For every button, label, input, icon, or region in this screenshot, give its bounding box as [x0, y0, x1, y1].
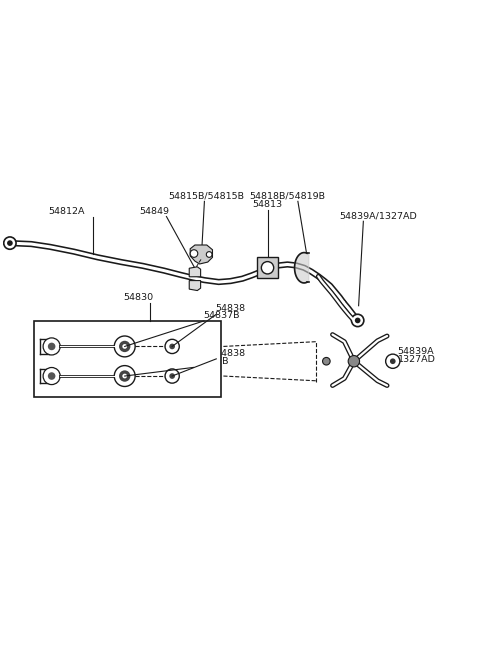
Circle shape — [119, 341, 131, 352]
Circle shape — [261, 261, 274, 274]
Text: 54839A/1327AD: 54839A/1327AD — [340, 212, 418, 220]
Circle shape — [114, 336, 135, 357]
Text: 54839A: 54839A — [397, 348, 434, 357]
Text: 54812A: 54812A — [48, 206, 85, 215]
Text: 54837B: 54837B — [203, 311, 240, 320]
Circle shape — [323, 357, 330, 365]
Circle shape — [7, 240, 13, 246]
Text: 54838: 54838 — [216, 304, 245, 313]
Circle shape — [48, 373, 56, 380]
Text: 1327AD: 1327AD — [397, 355, 435, 363]
Text: 54818B/54819B: 54818B/54819B — [250, 191, 325, 200]
Circle shape — [165, 369, 179, 383]
Circle shape — [169, 373, 175, 379]
Circle shape — [355, 317, 360, 323]
Circle shape — [165, 339, 179, 353]
Circle shape — [190, 250, 198, 258]
Text: 54838: 54838 — [216, 349, 245, 358]
Polygon shape — [189, 281, 201, 290]
Text: 54837B: 54837B — [192, 357, 229, 367]
Text: 54813: 54813 — [252, 200, 283, 209]
Polygon shape — [189, 267, 201, 277]
Circle shape — [4, 237, 16, 249]
Circle shape — [122, 374, 127, 378]
Polygon shape — [295, 252, 309, 283]
Circle shape — [43, 338, 60, 355]
Bar — [34, 321, 221, 397]
Circle shape — [169, 344, 175, 350]
Text: 54815B/54815B: 54815B/54815B — [168, 191, 244, 200]
Circle shape — [385, 354, 400, 369]
Circle shape — [43, 367, 60, 384]
Circle shape — [351, 314, 364, 327]
Circle shape — [122, 344, 127, 349]
Circle shape — [119, 371, 131, 382]
Circle shape — [114, 365, 135, 386]
Polygon shape — [190, 245, 213, 264]
Circle shape — [390, 358, 396, 364]
Bar — [257, 258, 278, 278]
Text: 54849: 54849 — [140, 206, 169, 215]
Circle shape — [48, 343, 56, 350]
Circle shape — [348, 355, 360, 367]
Circle shape — [206, 252, 212, 258]
Text: 54830: 54830 — [123, 294, 153, 302]
